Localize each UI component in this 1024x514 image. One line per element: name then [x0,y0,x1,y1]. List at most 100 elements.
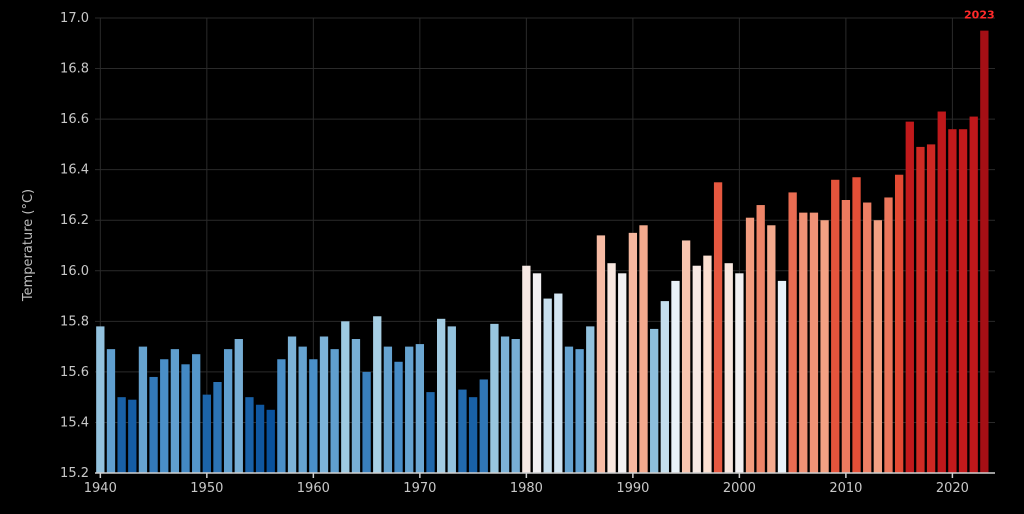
bar-2005 [788,192,797,473]
bar-1977 [490,323,499,473]
bar-1965 [362,371,371,473]
bars-layer [96,30,989,474]
bar-1976 [479,379,488,473]
bar-2011 [852,177,861,473]
bar-2019 [937,111,946,474]
bar-1946 [160,359,169,473]
bar-1992 [650,328,659,473]
bar-2023 [980,30,989,474]
x-tick-label: 1960 [297,481,330,496]
bar-2013 [873,220,882,473]
y-tick-label: 16.6 [60,112,89,127]
y-tick-label: 17.0 [60,11,89,26]
y-axis-title: Temperature (°C) [21,189,36,302]
bar-2010 [841,200,851,473]
bar-2022 [969,116,978,473]
bar-1980 [522,265,531,473]
bar-2002 [756,205,765,474]
bar-1941 [106,349,116,473]
bar-2006 [799,212,808,473]
bar-1960 [309,359,318,473]
bar-1942 [117,397,126,473]
x-tick-label: 2010 [829,481,862,496]
bar-1982 [543,298,552,473]
label-layer: 15.2 15.4 15.6 15.8 16.0 16.2 16.4 16.6 16.8 17.0… [60,9,995,496]
bar-2007 [809,212,819,473]
bar-1956 [266,409,275,473]
bar-1969 [405,346,414,473]
bar-2004 [777,280,787,473]
bar-1984 [564,346,574,473]
bar-1979 [511,339,520,473]
bar-1971 [426,392,435,473]
x-tick-label: 2000 [723,481,756,496]
bar-1997 [703,255,712,473]
y-tick-label: 15.6 [60,365,89,380]
bar-1951 [213,382,222,473]
x-tick-label: 1940 [84,481,117,496]
bar-1967 [383,346,393,473]
bar-1943 [128,399,137,473]
bar-1944 [138,346,148,473]
y-tick-label: 15.4 [60,415,89,430]
y-tick-label: 16.2 [60,213,89,228]
axis-layer [95,472,995,478]
bar-1961 [319,336,329,473]
bar-1963 [341,321,350,473]
bar-1947 [170,349,180,473]
bar-1954 [245,397,254,473]
bar-1994 [671,280,680,473]
bar-1949 [192,354,201,473]
bar-1972 [437,318,446,473]
bar-1989 [618,273,627,473]
bar-1950 [202,394,211,473]
bar-1985 [575,349,584,473]
bar-1999 [724,263,733,473]
bar-1945 [149,376,158,473]
annotation-2023: 2023 [964,9,995,22]
x-tick-label: 2020 [936,481,969,496]
bar-1962 [330,349,339,473]
bar-1983 [554,293,563,473]
bar-1988 [607,263,616,473]
bar-2015 [894,174,904,473]
x-tick-label: 1990 [616,481,649,496]
bar-2000 [735,273,744,473]
bar-1975 [468,397,478,473]
bar-1996 [692,265,701,473]
bar-2008 [820,220,829,473]
bar-2009 [831,179,840,473]
x-tick-label: 1980 [510,481,543,496]
y-tick-label: 16.8 [60,62,89,77]
bar-1959 [298,346,307,473]
bar-1968 [394,361,403,473]
bar-1991 [639,225,648,473]
bar-1958 [287,336,297,473]
bar-1973 [447,326,456,473]
bar-2017 [916,146,925,473]
x-tick-label: 1970 [403,481,436,496]
bar-2016 [905,121,914,473]
bar-2020 [948,129,957,473]
bar-1953 [234,339,243,473]
bar-2014 [884,197,893,473]
bar-1987 [596,235,606,473]
bar-1986 [586,326,595,473]
bar-1948 [181,364,190,473]
bar-1966 [373,316,382,473]
bar-2001 [745,217,755,473]
bar-1990 [628,232,638,473]
bar-1964 [351,339,361,473]
bar-2012 [863,202,872,473]
bar-2021 [958,129,968,473]
bar-1952 [223,349,233,473]
bar-2003 [767,225,776,473]
bar-1970 [415,344,425,473]
bar-1995 [681,240,691,473]
y-tick-label: 16.0 [60,264,89,279]
x-tick-label: 1950 [190,481,223,496]
bar-2018 [926,144,936,473]
bar-1940 [96,326,105,473]
